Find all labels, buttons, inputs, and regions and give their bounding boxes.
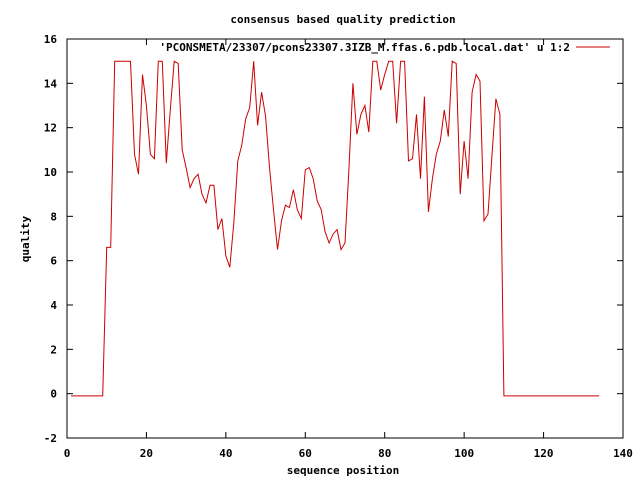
y-tick-label: 12 — [44, 122, 57, 135]
y-tick-label: 0 — [50, 388, 57, 401]
x-tick-label: 140 — [613, 447, 633, 460]
y-axis-label: quality — [19, 215, 32, 262]
x-tick-label: 60 — [299, 447, 312, 460]
y-tick-label: 2 — [50, 343, 57, 356]
y-tick-label: 16 — [44, 33, 58, 46]
x-tick-label: 40 — [219, 447, 232, 460]
x-tick-label: 120 — [534, 447, 554, 460]
x-axis-label: sequence position — [287, 464, 400, 477]
legend-label: 'PCONSMETA/23307/pcons23307.3IZB_M.ffas.… — [159, 41, 570, 54]
y-tick-label: 10 — [44, 166, 57, 179]
legend: 'PCONSMETA/23307/pcons23307.3IZB_M.ffas.… — [159, 41, 610, 54]
x-tick-label: 100 — [454, 447, 474, 460]
y-tick-label: 6 — [50, 255, 57, 268]
x-tick-label: 80 — [378, 447, 391, 460]
y-tick-label: 14 — [44, 77, 58, 90]
series-group — [71, 60, 600, 397]
x-tick-label: 0 — [64, 447, 71, 460]
series-line — [71, 60, 600, 397]
chart-title: consensus based quality prediction — [230, 13, 455, 26]
axes-group: 0 20 40 60 80 100 120 140 -2 0 2 4 6 8 10 12 14 16 — [44, 33, 633, 460]
y-tick-label: -2 — [44, 432, 57, 445]
x-tick-label: 20 — [140, 447, 153, 460]
plot-border — [66, 38, 624, 439]
y-tick-label: 4 — [50, 299, 57, 312]
y-tick-label: 8 — [50, 210, 57, 223]
